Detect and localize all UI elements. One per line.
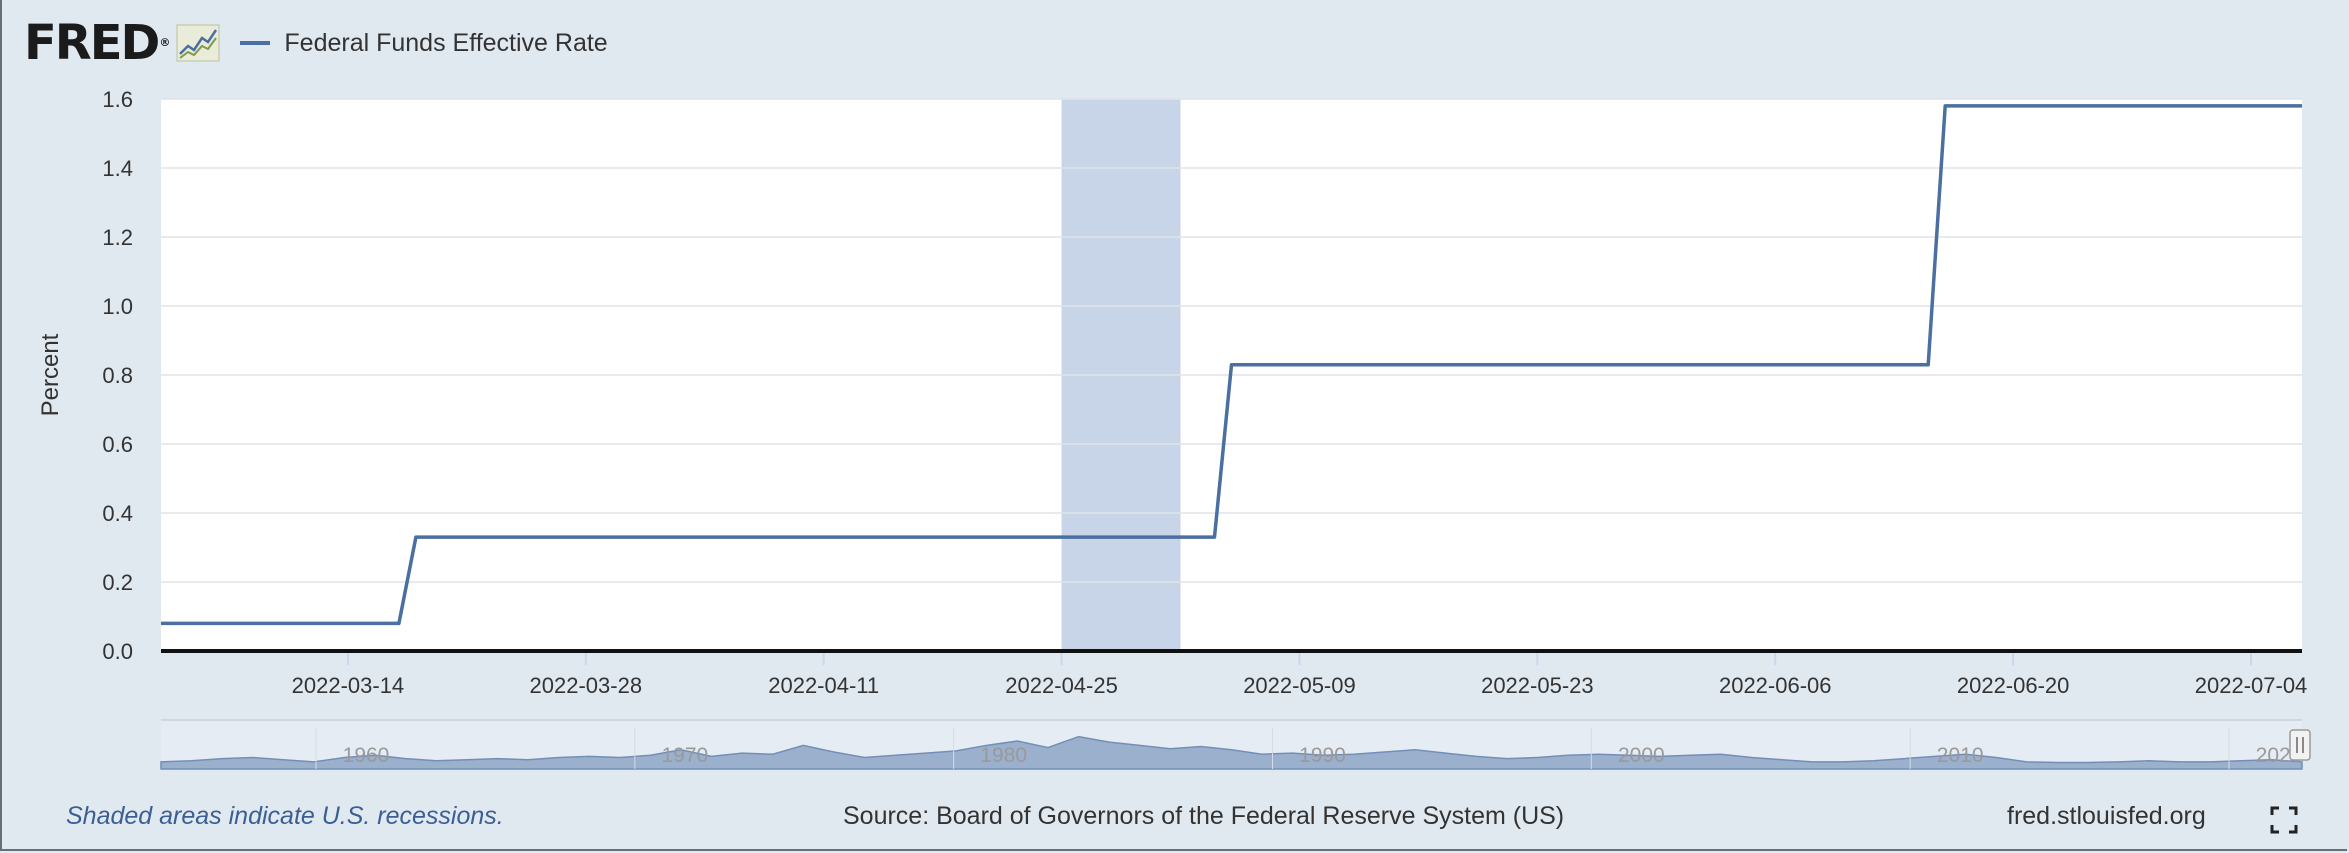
site-link[interactable]: fred.stlouisfed.org bbox=[2007, 802, 2206, 830]
x-tick-label: 2022-03-14 bbox=[292, 673, 405, 698]
legend-swatch bbox=[240, 41, 271, 45]
chart-header: FRED® Federal Funds Effective Rate bbox=[24, 18, 608, 68]
y-axis-title: Percent bbox=[37, 333, 64, 416]
y-tick-label: 0.4 bbox=[102, 501, 133, 526]
navigator-year-label: 1960 bbox=[343, 744, 390, 767]
navigator-handle bbox=[2289, 729, 2311, 761]
logo-graph-icon bbox=[176, 24, 220, 62]
recession-note: Shaded areas indicate U.S. recessions. bbox=[66, 802, 504, 830]
plot-area: 0.0 0.2 0.4 0.6 0.8 1.0 1.2 1.4 1.6 Percent 2022-0… bbox=[37, 87, 2307, 698]
y-tick-label: 1.2 bbox=[102, 225, 133, 250]
navigator-series-area bbox=[160, 735, 2303, 770]
y-tick-label: 0.6 bbox=[102, 432, 133, 457]
fred-logo[interactable]: FRED® bbox=[24, 15, 170, 71]
navigator[interactable]: 1960 1970 1980 1990 2000 2010 2020 bbox=[160, 719, 2311, 770]
y-tick-label: 1.4 bbox=[102, 156, 133, 181]
navigator-year-label: 1980 bbox=[980, 744, 1027, 767]
y-tick-label: 1.0 bbox=[102, 294, 133, 319]
x-tick-label: 2022-04-11 bbox=[768, 673, 879, 698]
legend-label: Federal Funds Effective Rate bbox=[284, 28, 608, 57]
x-tick-label: 2022-05-23 bbox=[1481, 673, 1594, 698]
source-text: Source: Board of Governors of the Federa… bbox=[843, 802, 1565, 830]
fullscreen-icon[interactable] bbox=[2270, 806, 2298, 834]
navigator-year-label: 1990 bbox=[1299, 744, 1346, 767]
logo-registered-mark: ® bbox=[159, 36, 170, 49]
x-tick-label: 2022-05-09 bbox=[1243, 673, 1356, 698]
chart-svg: 0.0 0.2 0.4 0.6 0.8 1.0 1.2 1.4 1.6 Percent 2022-0… bbox=[37, 87, 2311, 770]
x-tick-label: 2022-03-28 bbox=[530, 673, 643, 698]
legend[interactable]: Federal Funds Effective Rate bbox=[240, 28, 608, 58]
x-tick-label: 2022-06-06 bbox=[1719, 673, 1832, 698]
y-tick-label: 1.6 bbox=[102, 87, 133, 112]
navigator-year-label: 1970 bbox=[661, 744, 708, 767]
y-tick-label: 0.2 bbox=[102, 570, 133, 595]
y-tick-label: 0.8 bbox=[102, 363, 133, 388]
x-tick-label: 2022-04-25 bbox=[1005, 673, 1118, 698]
x-tick-label: 2022-06-20 bbox=[1957, 673, 2070, 698]
x-tick-label: 2022-07-04 bbox=[2195, 673, 2308, 698]
logo-text: FRED bbox=[24, 15, 160, 71]
navigator-year-label: 2000 bbox=[1618, 744, 1665, 767]
y-tick-label: 0.0 bbox=[102, 639, 133, 664]
navigator-year-label: 2010 bbox=[1937, 744, 1984, 767]
series-line bbox=[161, 104, 2302, 626]
